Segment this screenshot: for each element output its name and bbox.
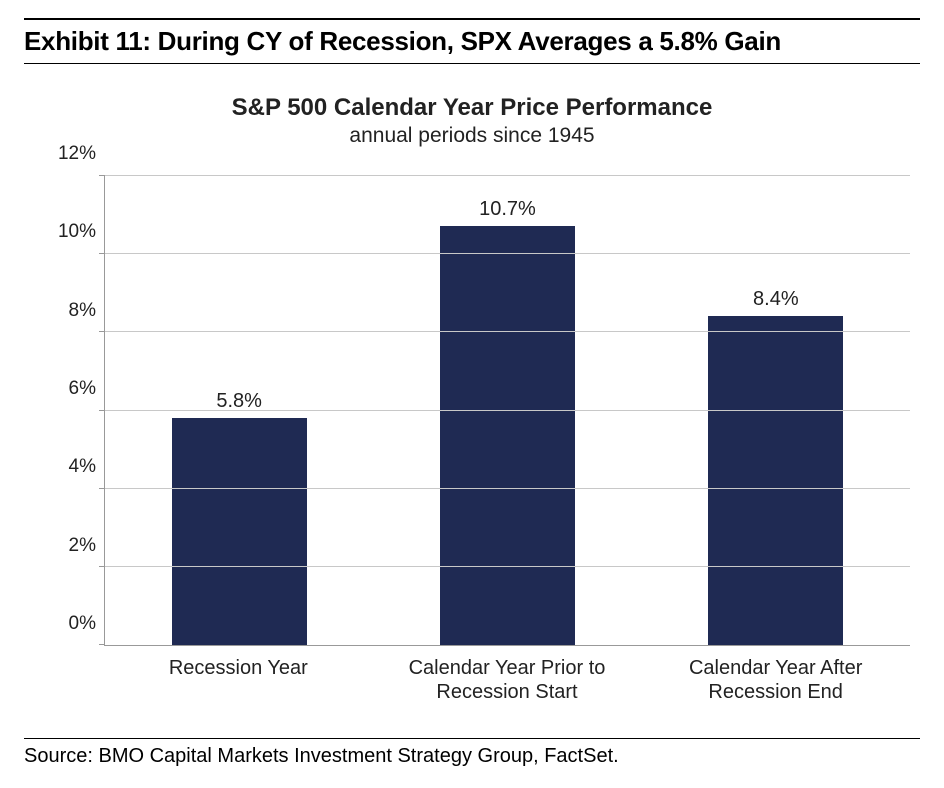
gridline bbox=[105, 566, 910, 567]
y-tick-label: 4% bbox=[69, 456, 96, 478]
plot-area: 5.8% 10.7% 8.4% bbox=[104, 176, 910, 646]
y-axis: 0%2%4%6%8%10%12% bbox=[34, 176, 104, 646]
x-axis-label: Calendar Year Prior to Recession Start bbox=[373, 656, 642, 704]
bar-slot: 10.7% bbox=[373, 176, 641, 645]
x-axis-labels: Recession YearCalendar Year Prior to Rec… bbox=[104, 646, 910, 704]
y-tick-mark bbox=[99, 410, 105, 411]
y-tick-label: 12% bbox=[58, 143, 96, 165]
y-tick-mark bbox=[99, 566, 105, 567]
gridline bbox=[105, 253, 910, 254]
y-tick-label: 0% bbox=[69, 613, 96, 635]
exhibit-container: Exhibit 11: During CY of Recession, SPX … bbox=[24, 18, 920, 768]
bars-layer: 5.8% 10.7% 8.4% bbox=[105, 176, 910, 645]
y-tick-label: 8% bbox=[69, 300, 96, 322]
y-tick-mark bbox=[99, 253, 105, 254]
bar: 10.7% bbox=[440, 226, 575, 645]
x-axis-label: Calendar Year After Recession End bbox=[641, 656, 910, 704]
gridline bbox=[105, 488, 910, 489]
y-tick-mark bbox=[99, 488, 105, 489]
chart-area: S&P 500 Calendar Year Price Performance … bbox=[24, 64, 920, 712]
gridline bbox=[105, 331, 910, 332]
chart-subtitle: annual periods since 1945 bbox=[34, 124, 910, 148]
source-text: Source: BMO Capital Markets Investment S… bbox=[24, 739, 920, 768]
bar: 5.8% bbox=[172, 418, 307, 645]
y-tick-mark bbox=[99, 175, 105, 176]
y-tick-label: 6% bbox=[69, 378, 96, 400]
bar-slot: 8.4% bbox=[642, 176, 910, 645]
bar-slot: 5.8% bbox=[105, 176, 373, 645]
x-axis-label: Recession Year bbox=[104, 656, 373, 704]
y-tick-label: 10% bbox=[58, 221, 96, 243]
chart-title: S&P 500 Calendar Year Price Performance bbox=[34, 94, 910, 122]
exhibit-title: Exhibit 11: During CY of Recession, SPX … bbox=[24, 20, 920, 64]
y-tick-mark bbox=[99, 331, 105, 332]
y-tick-mark bbox=[99, 644, 105, 645]
bar-value-label: 8.4% bbox=[753, 288, 799, 311]
bar-value-label: 10.7% bbox=[479, 198, 536, 221]
bar: 8.4% bbox=[708, 316, 843, 645]
y-tick-label: 2% bbox=[69, 535, 96, 557]
gridline bbox=[105, 175, 910, 176]
gridline bbox=[105, 410, 910, 411]
plot: 0%2%4%6%8%10%12% 5.8%10.7%8.4% bbox=[34, 176, 910, 646]
